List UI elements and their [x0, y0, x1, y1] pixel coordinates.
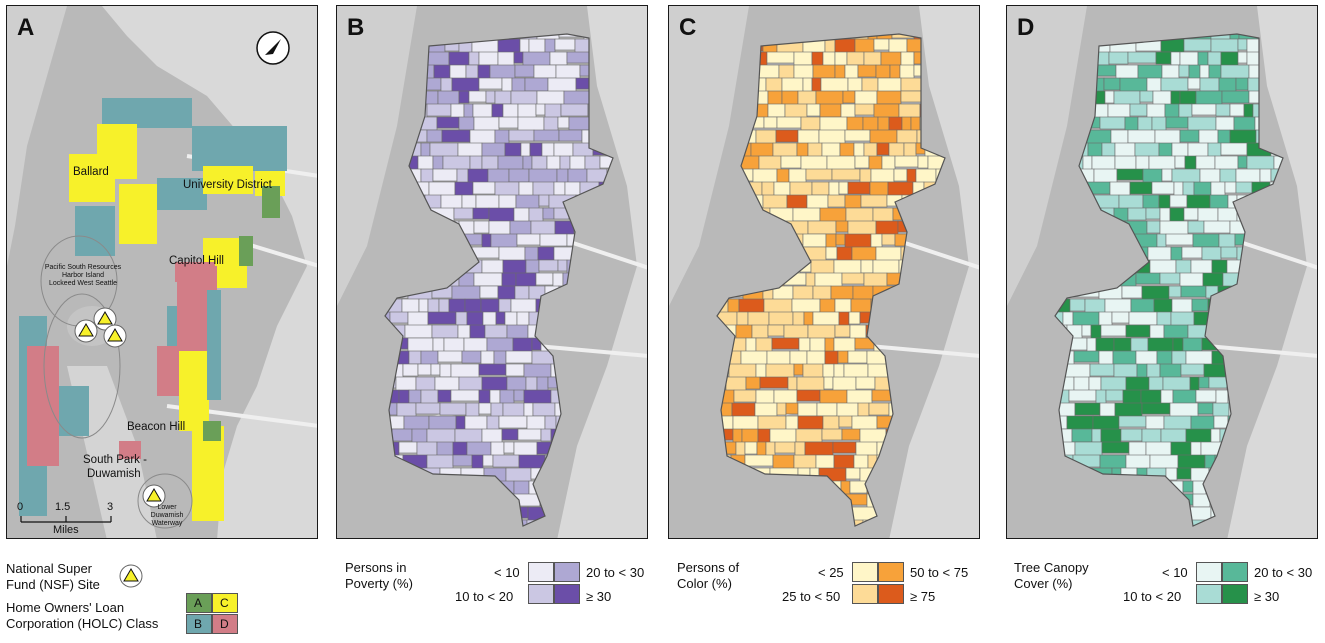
panel-a-holc-map: A Ballard University District Capitol Hi…: [6, 5, 318, 539]
canopy-swatch-ge30: [1222, 584, 1248, 604]
color-bin-ge75: ≥ 75: [910, 589, 936, 604]
place-label-duwamish: Duwamish: [87, 468, 141, 480]
color-swatch-50-75: [878, 562, 904, 582]
canopy-bin-10-20: 10 to < 20: [1123, 589, 1182, 604]
place-label-ballard: Ballard: [73, 166, 109, 178]
holc-swatch-c: [212, 593, 238, 613]
panel-d-tree-canopy-map: D: [1006, 5, 1318, 539]
nsf-legend-line2: Fund (NSF) Site: [6, 577, 100, 592]
canopy-swatch-lt10: [1196, 562, 1222, 582]
panel-label: B: [347, 14, 365, 41]
holc-class-c: C: [220, 596, 229, 610]
place-label-university-district: University District: [183, 179, 272, 191]
holc-legend-line2: Corporation (HOLC) Class: [6, 616, 159, 631]
panel-label: D: [1017, 14, 1035, 41]
holc-legend-line1: Home Owners' Loan: [6, 600, 125, 615]
poverty-swatch-ge30: [554, 584, 580, 604]
color-bin-25-50: 25 to < 50: [782, 589, 841, 604]
panel-b-poverty-map: B: [336, 5, 648, 539]
poverty-bin-lt10: < 10: [494, 565, 520, 580]
scale-tick-1-5: 1.5: [55, 501, 71, 513]
holc-class-d: D: [220, 617, 229, 631]
poverty-swatch-20-30: [554, 562, 580, 582]
color-swatch-25-50: [852, 584, 878, 604]
poverty-bin-20-30: 20 to < 30: [586, 565, 645, 580]
canopy-swatch-20-30: [1222, 562, 1248, 582]
nsf-legend-line1: National Super: [6, 561, 92, 576]
poverty-swatch-lt10: [528, 562, 554, 582]
poverty-legend-title: Persons in Poverty (%): [345, 560, 413, 591]
canopy-bin-20-30: 20 to < 30: [1254, 565, 1313, 580]
panel-label: A: [17, 14, 35, 41]
place-label-south-park: South Park -: [83, 454, 147, 466]
north-arrow-icon: [256, 31, 290, 65]
poverty-bin-ge30: ≥ 30: [586, 589, 612, 604]
scale-tick-0: 0: [17, 501, 24, 513]
holc-zones: [19, 98, 287, 521]
poverty-bin-10-20: 10 to < 20: [455, 589, 514, 604]
place-label-capitol-hill: Capitol Hill: [169, 255, 224, 267]
scale-tick-3: 3: [107, 501, 114, 513]
scale-bar: [20, 516, 112, 523]
holc-class-b: B: [194, 617, 203, 631]
superfund-cluster-label: Pacific South Resources Harbor Island Lo…: [44, 264, 122, 287]
lower-duwamish-label: Lower Duwamish Waterway: [150, 504, 184, 527]
panel-c-persons-of-color-map: C: [668, 5, 980, 539]
color-bin-50-75: 50 to < 75: [910, 565, 969, 580]
canopy-bin-ge30: ≥ 30: [1254, 589, 1280, 604]
color-bin-lt25: < 25: [818, 565, 844, 580]
canopy-legend-title: Tree Canopy Cover (%): [1014, 560, 1089, 591]
color-legend-title: Persons of Color (%): [677, 560, 740, 591]
canopy-swatch-10-20: [1196, 584, 1222, 604]
panel-label: C: [679, 14, 697, 41]
canopy-bin-lt10: < 10: [1162, 565, 1188, 580]
place-label-beacon-hill: Beacon Hill: [127, 421, 186, 433]
holc-swatch-b: [186, 614, 212, 634]
superfund-site-icons: [74, 307, 166, 508]
holc-swatch-a: [186, 593, 212, 613]
poverty-choropleth: [337, 6, 647, 538]
scale-unit: Miles: [53, 524, 79, 536]
color-swatch-ge75: [878, 584, 904, 604]
persons-of-color-choropleth: [669, 6, 979, 538]
holc-class-a: A: [194, 596, 203, 610]
poverty-swatch-10-20: [528, 584, 554, 604]
tree-canopy-choropleth: [1007, 6, 1317, 538]
holc-map-graphic: [7, 6, 317, 538]
color-swatch-lt25: [852, 562, 878, 582]
holc-swatch-d: [212, 614, 238, 634]
superfund-icon: [119, 564, 143, 588]
